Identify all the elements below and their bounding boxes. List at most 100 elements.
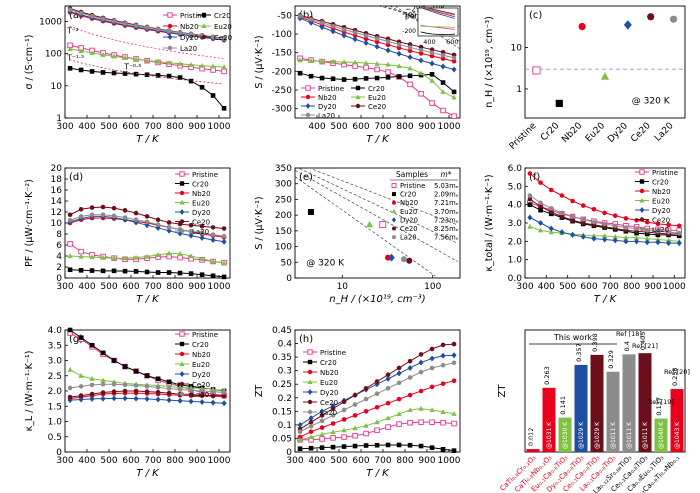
- table-sample: Nb20: [400, 199, 418, 207]
- legend-marker: [201, 23, 207, 28]
- data-point-eu20: [188, 61, 194, 67]
- table-marker: [391, 208, 397, 214]
- legend-entry: Eu20: [192, 200, 210, 208]
- data-point-ce20: [440, 342, 446, 348]
- y-tick-label: 2.5: [48, 372, 62, 382]
- data-point-ce20: [527, 196, 533, 202]
- table-header: m*: [440, 170, 451, 179]
- data-point-cr20: [527, 202, 533, 207]
- x-tick-label: 1000: [438, 122, 461, 132]
- data-point-cr20: [166, 73, 172, 79]
- data-point-pristine: [418, 90, 424, 97]
- data-point-la20: [133, 383, 139, 388]
- y-tick-label: 0.05: [272, 434, 292, 444]
- legend-marker: [307, 409, 313, 415]
- data-point-cr20: [385, 75, 391, 80]
- data-point-pristine: [385, 424, 391, 430]
- legend-marker: [355, 85, 361, 91]
- data-point-nb20: [666, 222, 671, 228]
- data-point-pristine: [451, 420, 457, 427]
- panel-e: 10 100 0 50 100 150 200 250 300 350 n_H / (×10¹⁹, …: [254, 164, 461, 305]
- bar-value-label: 0.263: [543, 366, 551, 385]
- table-mass: 7.56mₑ: [434, 234, 459, 242]
- y-tick-label: 10: [511, 43, 523, 53]
- y-tick-label: 0.25: [272, 380, 292, 390]
- x-tick-label: 1000: [208, 456, 231, 466]
- y-tick-label: 4.0: [48, 326, 63, 336]
- data-point-nb20: [319, 425, 325, 430]
- y-tick-label: 0.4: [278, 340, 293, 350]
- data-point-cr20: [78, 67, 84, 73]
- bar-value-label: 0.012: [527, 427, 535, 446]
- data-point-cr20: [429, 72, 435, 77]
- data-point-nb20: [352, 413, 358, 418]
- y-tick-label: 350: [275, 164, 292, 174]
- data-point-ce20: [580, 220, 586, 226]
- inset-x-tick-label: 600: [446, 38, 458, 46]
- data-point-cr20: [188, 271, 194, 276]
- data-point-eu20: [352, 425, 358, 431]
- x-tick-label: 600: [122, 282, 139, 292]
- y-tick-label: 2: [56, 263, 62, 273]
- legend-marker: [355, 94, 361, 99]
- legend-entry: Eu20: [652, 198, 670, 206]
- data-point-eu20: [341, 427, 347, 433]
- data-point-cr20: [307, 209, 314, 215]
- table-mass: 7.23mₑ: [434, 216, 459, 224]
- data-point-dy20: [591, 235, 597, 242]
- data-point-eu20: [67, 46, 73, 51]
- data-point-la20: [319, 20, 325, 26]
- data-point-la20: [297, 429, 303, 434]
- x-tick-label: 300: [516, 282, 533, 292]
- data-point-cr20: [555, 99, 563, 107]
- data-point-eu20: [440, 89, 446, 94]
- data-point-dy20: [308, 415, 314, 422]
- legend-entry: Nb20: [652, 188, 671, 196]
- data-point-dy20: [319, 408, 325, 415]
- data-point-la20: [199, 388, 205, 394]
- legend-marker: [639, 188, 645, 194]
- data-point-nb20: [374, 404, 380, 410]
- data-point-cr20: [396, 442, 402, 448]
- legend-marker: [179, 209, 185, 215]
- data-point-la20: [440, 52, 446, 58]
- x-tick-label: 100: [424, 282, 441, 292]
- category-label: Pristine: [508, 121, 539, 152]
- data-point-eu20: [363, 422, 369, 428]
- table-marker: [392, 200, 396, 205]
- data-point-dy20: [374, 381, 380, 388]
- data-point-la20: [538, 200, 543, 206]
- legend-marker: [639, 179, 645, 184]
- data-point-pristine: [532, 66, 541, 75]
- legend-marker: [179, 228, 185, 234]
- data-point-dy20: [221, 238, 227, 245]
- data-point-pristine: [385, 69, 391, 75]
- data-point-ce20: [89, 391, 95, 397]
- data-point-la20: [210, 232, 216, 237]
- data-point-eu20: [100, 377, 106, 383]
- x-tick-label: 400: [78, 456, 95, 466]
- data-point-pristine: [429, 100, 435, 106]
- data-point-la20: [341, 407, 347, 413]
- legend-entry: Dy20: [318, 103, 336, 111]
- y-tick-label: 1.5: [48, 402, 62, 412]
- x-tick-label: 600: [352, 456, 369, 466]
- legend-entry: Pristine: [652, 169, 678, 177]
- x-tick-label: 600: [122, 456, 139, 466]
- y-tick-label: 0.2: [278, 394, 292, 404]
- data-point-eu20: [665, 237, 672, 243]
- inset-line-la20: [420, 6, 456, 16]
- data-point-cr20: [352, 76, 358, 82]
- data-point-la20: [341, 27, 347, 32]
- data-point-eu20: [144, 57, 150, 63]
- data-point-dy20: [155, 396, 161, 403]
- data-point-la20: [407, 375, 413, 380]
- data-point-dy20: [602, 236, 608, 243]
- panel-label: (c): [529, 10, 542, 21]
- legend-entry: Cr20: [192, 181, 209, 189]
- data-point-eu20: [210, 63, 216, 69]
- data-point-ce20: [111, 389, 117, 394]
- x-axis-label: T / K: [366, 134, 390, 145]
- data-point-eu20: [591, 233, 597, 238]
- x-tick-label: 400: [538, 282, 555, 292]
